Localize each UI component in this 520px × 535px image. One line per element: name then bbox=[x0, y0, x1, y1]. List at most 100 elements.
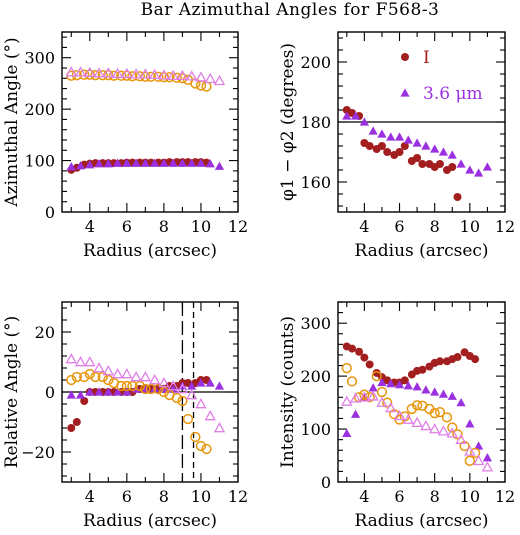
data-point bbox=[158, 386, 170, 398]
data-point bbox=[158, 69, 170, 80]
data-point bbox=[65, 66, 77, 77]
data-point bbox=[164, 72, 175, 83]
data-point bbox=[469, 447, 481, 459]
x-tick-label: 12 bbox=[228, 487, 248, 506]
data-point bbox=[153, 71, 164, 82]
data-point bbox=[455, 433, 467, 444]
data-point bbox=[421, 141, 431, 150]
data-point bbox=[90, 371, 101, 383]
x-tick-label: 6 bbox=[122, 217, 132, 236]
x-axis-label: Radius (arcsec) bbox=[354, 511, 488, 531]
y-tick-label: 0 bbox=[45, 383, 55, 402]
data-point bbox=[185, 70, 198, 81]
data-point bbox=[122, 158, 132, 167]
data-point bbox=[131, 158, 141, 167]
data-point bbox=[413, 154, 422, 162]
x-axis-label: Radius (arcsec) bbox=[83, 511, 217, 531]
data-point bbox=[403, 381, 413, 390]
data-point bbox=[420, 419, 432, 431]
data-point bbox=[438, 147, 449, 156]
y-tick-label: 160 bbox=[300, 173, 331, 192]
series-2 bbox=[66, 158, 225, 171]
x-tick-label: 4 bbox=[85, 487, 95, 506]
data-point bbox=[435, 357, 444, 366]
data-point bbox=[394, 379, 405, 389]
data-point bbox=[167, 380, 179, 391]
data-point bbox=[75, 390, 86, 399]
data-point bbox=[204, 410, 216, 421]
data-point bbox=[435, 160, 444, 168]
data-point bbox=[94, 387, 104, 396]
data-point bbox=[411, 400, 423, 411]
x-tick-label: 8 bbox=[159, 487, 169, 506]
plot-frame bbox=[61, 31, 239, 213]
data-point bbox=[127, 380, 138, 392]
data-point bbox=[376, 386, 388, 398]
data-point bbox=[429, 408, 440, 419]
data-point bbox=[368, 126, 378, 135]
y-tick-label: 200 bbox=[300, 53, 331, 72]
data-point bbox=[145, 71, 157, 82]
data-point bbox=[150, 158, 160, 167]
data-point bbox=[402, 413, 415, 424]
data-point bbox=[359, 117, 369, 126]
data-point bbox=[159, 158, 169, 167]
data-point bbox=[368, 383, 378, 392]
data-point bbox=[412, 382, 422, 391]
x-tick-label: 8 bbox=[159, 217, 169, 236]
data-point bbox=[386, 378, 396, 388]
x-tick-label: 6 bbox=[122, 487, 132, 506]
data-point bbox=[134, 71, 145, 82]
panel-3: 4 6 8 10 12 −20 0 20 Radius (arcsec) Relative Ang… bbox=[2, 301, 248, 531]
data-point bbox=[465, 419, 475, 428]
data-point bbox=[84, 368, 95, 380]
data-point bbox=[139, 68, 152, 79]
data-point bbox=[386, 132, 396, 141]
data-point bbox=[411, 416, 423, 428]
data-point bbox=[365, 142, 374, 150]
data-point bbox=[464, 455, 475, 466]
data-point bbox=[360, 353, 369, 362]
data-point bbox=[93, 362, 105, 373]
y-tick-label: 180 bbox=[300, 113, 331, 132]
data-point bbox=[148, 68, 161, 80]
data-point bbox=[195, 71, 207, 82]
data-point bbox=[134, 380, 145, 392]
x-tick-label: 4 bbox=[359, 217, 369, 236]
data-point bbox=[94, 159, 104, 168]
y-tick-label: 200 bbox=[24, 100, 55, 119]
y-tick-label: 100 bbox=[24, 152, 55, 171]
data-point bbox=[403, 135, 413, 144]
x-tick-label: 6 bbox=[394, 487, 404, 506]
panel-2: 4 6 8 10 12 160 180 200 Radius (arcsec) φ1 − φ2 (… bbox=[278, 31, 515, 261]
data-point bbox=[452, 429, 463, 440]
data-point bbox=[394, 132, 405, 141]
data-point bbox=[103, 159, 113, 168]
data-point bbox=[430, 144, 440, 153]
data-point bbox=[74, 356, 87, 367]
data-point bbox=[456, 159, 466, 168]
x-tick-label: 10 bbox=[460, 487, 480, 506]
plot-frame bbox=[337, 301, 506, 483]
data-point bbox=[341, 395, 353, 406]
data-point bbox=[102, 365, 115, 376]
data-point bbox=[377, 129, 387, 138]
x-tick-label: 10 bbox=[191, 487, 211, 506]
data-point bbox=[204, 72, 216, 84]
data-point bbox=[471, 355, 480, 364]
data-point bbox=[85, 160, 95, 169]
data-point bbox=[84, 356, 96, 367]
data-point bbox=[214, 161, 225, 170]
data-point bbox=[111, 368, 124, 379]
y-tick-label: 300 bbox=[300, 314, 331, 333]
legend: I 3.6 μm bbox=[400, 48, 483, 104]
data-point bbox=[111, 67, 124, 78]
y-tick-label: 0 bbox=[45, 203, 55, 222]
data-point bbox=[453, 353, 462, 362]
y-tick-label: 0 bbox=[321, 473, 331, 492]
data-point bbox=[430, 387, 440, 396]
data-point bbox=[348, 344, 357, 353]
legend-label: 3.6 μm bbox=[423, 84, 483, 104]
series-4 bbox=[341, 390, 494, 472]
data-point bbox=[205, 378, 215, 387]
